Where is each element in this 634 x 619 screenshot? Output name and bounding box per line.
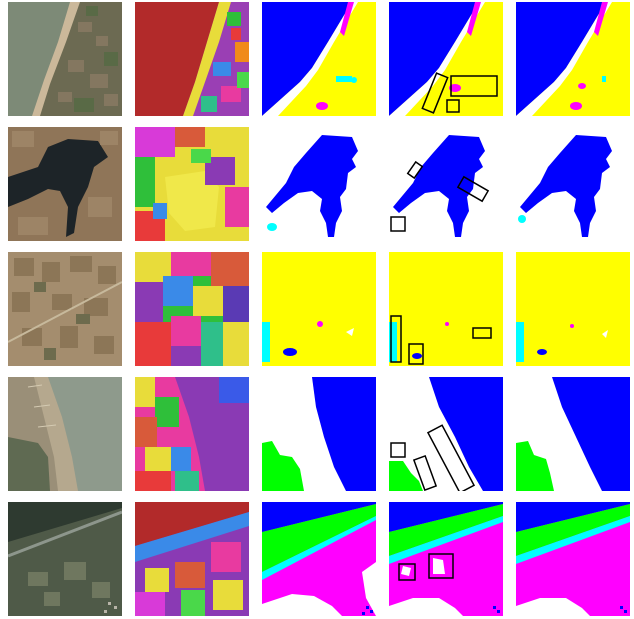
annotation-box (390, 315, 402, 363)
annotation-box (408, 343, 424, 365)
row5-segment-map (135, 502, 249, 616)
annotation-box (456, 175, 490, 203)
row4-segment-map (135, 377, 249, 491)
annotation-box (421, 72, 449, 114)
row2-mask-b (516, 127, 630, 241)
annotation-box (446, 99, 460, 113)
row1-segment-map (135, 2, 249, 116)
row5-mask-annotated (389, 502, 503, 616)
annotation-box (390, 216, 406, 232)
annotation-box (412, 454, 438, 491)
row3-satellite-image (8, 252, 122, 366)
row3-mask-b (516, 252, 630, 366)
row5-mask-b (516, 502, 630, 616)
annotation-box (406, 160, 424, 180)
annotation-box (472, 327, 492, 339)
row4-mask-annotated (389, 377, 503, 491)
row4-satellite-image (8, 377, 122, 491)
row1-mask-a (262, 2, 376, 116)
row5-mask-a (262, 502, 376, 616)
row5-satellite-image (8, 502, 122, 616)
row2-mask-annotated (389, 127, 503, 241)
annotation-box (426, 424, 476, 491)
row1-mask-annotated (389, 2, 503, 116)
row3-mask-annotated (389, 252, 503, 366)
row4-mask-a (262, 377, 376, 491)
row1-satellite-image (8, 2, 122, 116)
row2-segment-map (135, 127, 249, 241)
row4-mask-b (516, 377, 630, 491)
annotation-box (450, 75, 498, 97)
annotation-box (428, 553, 454, 579)
row3-segment-map (135, 252, 249, 366)
row1-mask-b (516, 2, 630, 116)
row2-mask-a (262, 127, 376, 241)
row2-satellite-image (8, 127, 122, 241)
annotation-box (398, 563, 416, 581)
row3-mask-a (262, 252, 376, 366)
annotation-box (390, 442, 406, 458)
